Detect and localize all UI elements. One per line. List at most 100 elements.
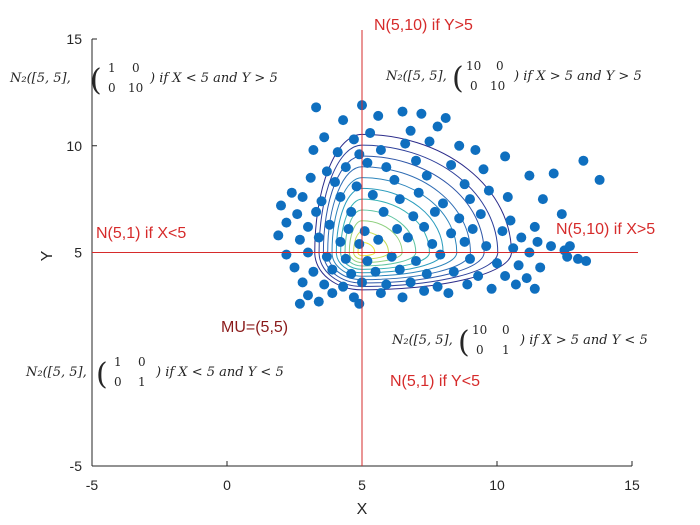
data-point [303,221,313,232]
data-point [473,270,484,281]
data-point [432,281,443,292]
formula-open-paren: ( [96,357,108,392]
y-tick-label: 5 [74,245,82,261]
data-point [556,209,567,220]
data-point [292,209,303,220]
data-point [405,125,416,136]
data-point [500,270,511,281]
data-point [340,162,351,173]
formula-top-right: N₂([5, 5], ( 10 0 0 10 ) if X > 5 and Y … [385,59,642,96]
matrix-cell: 10 [128,81,143,95]
data-point [335,191,346,202]
data-point [394,194,405,205]
matrix-cell: 10 [472,323,487,337]
x-tick-label: 10 [489,477,505,493]
data-point [529,221,540,232]
formula-suffix: ) if X < 5 and Y > 5 [149,71,278,86]
data-point [594,174,605,185]
data-point [467,224,478,235]
data-point [308,145,319,156]
data-point [392,224,403,235]
data-point [478,164,489,175]
y-tick-label: -5 [70,458,83,474]
data-point [359,226,370,237]
data-point [319,279,330,290]
formula-open-paren: ( [452,61,464,96]
data-point [370,266,381,277]
matrix-cell: 0 [496,59,504,73]
x-tick-label: 0 [223,477,231,493]
data-point [373,234,384,245]
data-point [294,298,305,309]
data-point [454,140,465,151]
data-point [500,151,511,162]
matrix-cell: 0 [132,61,140,75]
data-point [510,279,521,290]
contour-line [314,133,512,291]
x-tick-label: 5 [358,477,366,493]
data-point [297,191,308,202]
matrix-cell: 1 [114,355,122,369]
data-point [454,213,465,224]
contour-line [348,220,403,264]
data-point [443,288,454,299]
data-point [308,266,319,277]
data-point [316,196,327,207]
data-point [581,256,592,267]
contour-line [344,209,417,267]
data-point [546,241,556,252]
data-point [354,149,365,160]
data-point [381,162,392,173]
data-point [573,253,583,264]
data-point [475,209,486,220]
data-point [327,288,338,299]
formula-prefix: N₂([5, 5], [385,69,447,84]
data-point [319,132,330,143]
matrix-cell: 10 [466,59,481,73]
data-point [365,127,376,138]
data-point [375,145,386,156]
data-point [578,155,589,166]
data-point [386,251,397,262]
data-point [354,238,365,249]
data-point [421,268,432,279]
data-point [416,108,427,119]
data-point [435,249,446,260]
x-axis-label: X [357,501,368,518]
data-point [402,232,413,243]
formula-suffix: ) if X < 5 and Y < 5 [155,365,284,380]
formula-bottom-left: N₂([5, 5], ( 1 0 0 1 ) if X < 5 and Y < … [25,355,284,392]
formula-prefix: N₂([5, 5], [391,333,453,348]
data-point [411,256,421,267]
formula-prefix: N₂([5, 5], [25,365,87,380]
data-point [548,168,559,179]
data-point [397,106,408,117]
data-point [346,268,357,279]
annotation-bottom: N(5,1) if Y<5 [390,373,480,390]
data-point [327,264,338,275]
data-point [411,155,421,166]
data-point [486,283,497,294]
data-point [351,181,362,192]
data-point [505,215,516,226]
data-point [321,166,332,177]
matrix-cell: 0 [114,375,122,389]
data-point [446,159,457,170]
data-point [448,266,459,277]
matrix-cell: 0 [470,79,478,93]
data-point [462,279,473,290]
data-point [421,170,432,181]
annotation-left: N(5,1) if X<5 [96,225,186,242]
matrix-cell: 1 [108,61,116,75]
data-point [281,249,292,260]
data-point [338,281,349,292]
data-point [405,277,416,288]
data-point [438,198,448,209]
y-tick-label: 10 [66,138,82,154]
formula-top-left: N₂([5, 5], ( 1 0 0 10 ) if X < 5 and Y >… [9,61,278,98]
data-point [497,226,508,237]
matrix-cell: 0 [502,323,510,337]
formula-open-paren: ( [458,325,470,360]
